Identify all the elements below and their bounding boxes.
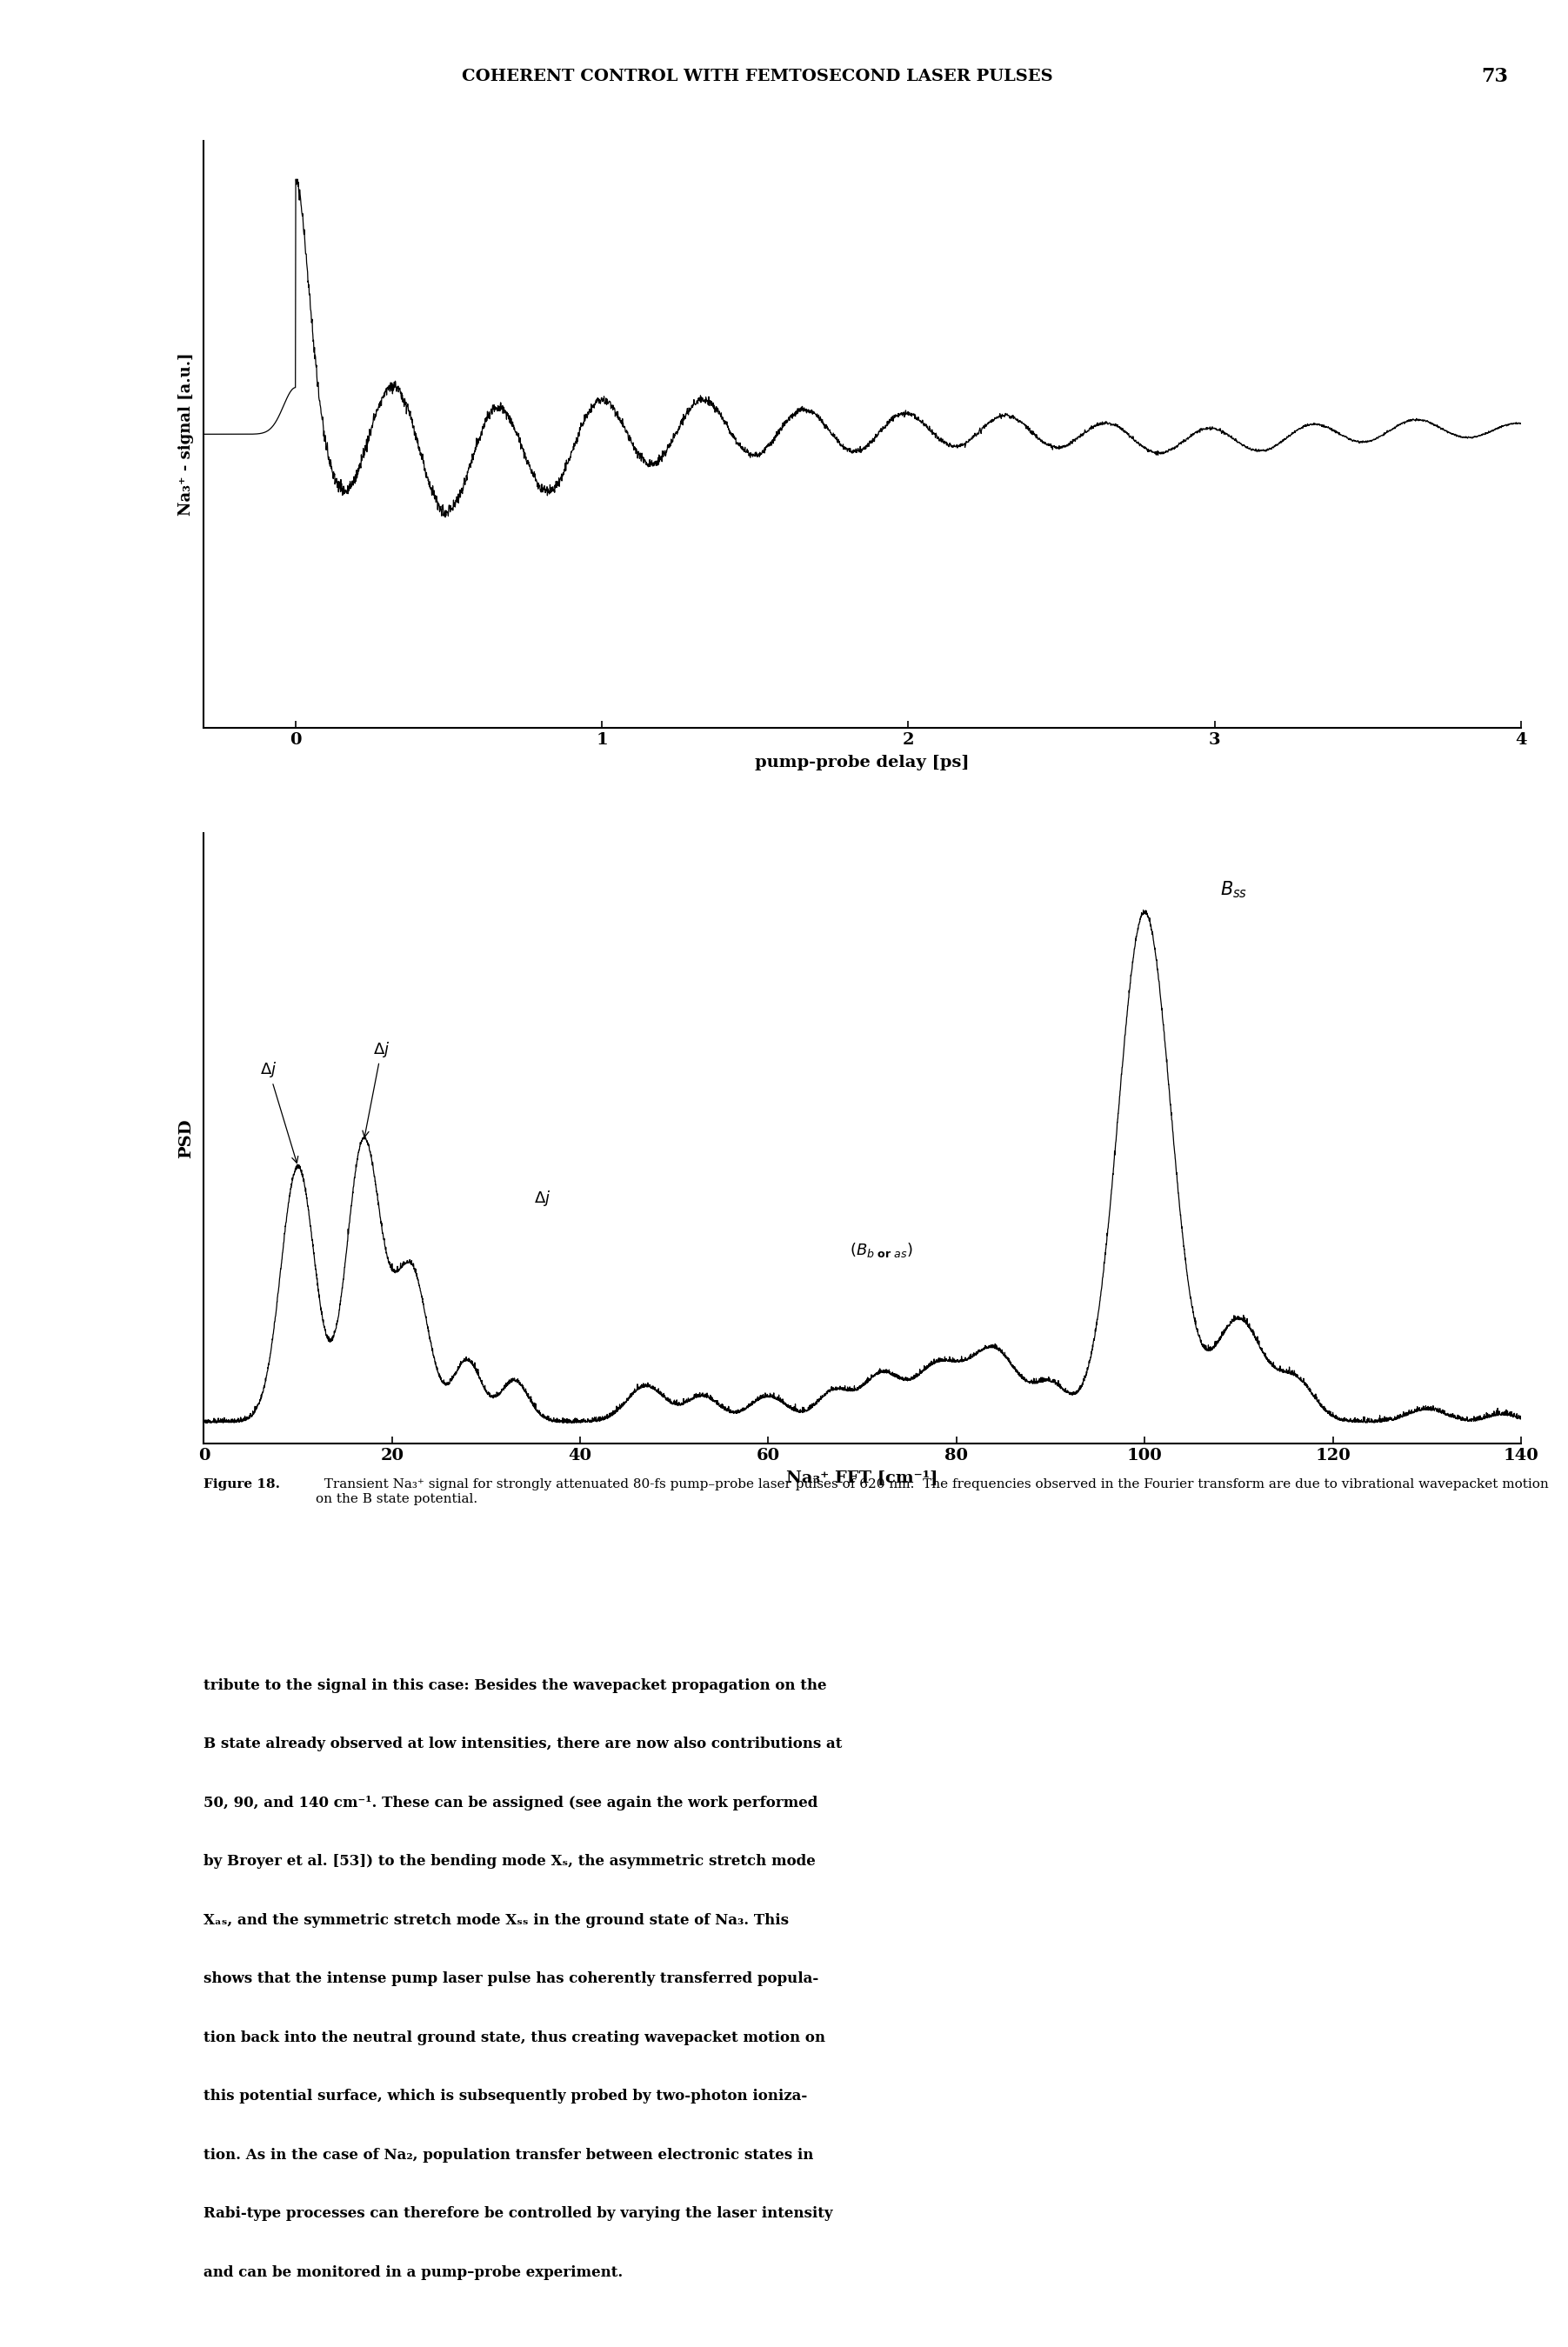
- Text: Rabi-type processes can therefore be controlled by varying the laser intensity: Rabi-type processes can therefore be con…: [204, 2206, 833, 2220]
- Text: by Broyer et al. [53]) to the bending mode Xₛ, the asymmetric stretch mode: by Broyer et al. [53]) to the bending mo…: [204, 1854, 815, 1868]
- Text: tion back into the neutral ground state, thus creating wavepacket motion on: tion back into the neutral ground state,…: [204, 2030, 826, 2044]
- Text: 73: 73: [1480, 66, 1508, 87]
- Text: $(B_{b\ \mathbf{or}\ as})$: $(B_{b\ \mathbf{or}\ as})$: [850, 1242, 913, 1258]
- Text: $\Delta j$: $\Delta j$: [362, 1040, 390, 1138]
- Text: Xₐₛ, and the symmetric stretch mode Xₛₛ in the ground state of Na₃. This: Xₐₛ, and the symmetric stretch mode Xₛₛ …: [204, 1913, 789, 1927]
- X-axis label: pump-probe delay [ps]: pump-probe delay [ps]: [756, 756, 969, 770]
- X-axis label: Na₃⁺ FFT [cm⁻¹]: Na₃⁺ FFT [cm⁻¹]: [787, 1472, 938, 1486]
- Text: B state already observed at low intensities, there are now also contributions at: B state already observed at low intensit…: [204, 1737, 842, 1751]
- Text: Figure 18.: Figure 18.: [204, 1479, 281, 1490]
- Text: and can be monitored in a pump–probe experiment.: and can be monitored in a pump–probe exp…: [204, 2265, 622, 2279]
- Text: 50, 90, and 140 cm⁻¹. These can be assigned (see again the work performed: 50, 90, and 140 cm⁻¹. These can be assig…: [204, 1795, 818, 1810]
- Y-axis label: Na₃⁺ - signal [a.u.]: Na₃⁺ - signal [a.u.]: [179, 352, 194, 516]
- Text: Transient Na₃⁺ signal for strongly attenuated 80-fs pump–probe laser pulses of 6: Transient Na₃⁺ signal for strongly atten…: [315, 1479, 1549, 1504]
- Text: tribute to the signal in this case: Besides the wavepacket propagation on the: tribute to the signal in this case: Besi…: [204, 1678, 826, 1692]
- Text: COHERENT CONTROL WITH FEMTOSECOND LASER PULSES: COHERENT CONTROL WITH FEMTOSECOND LASER …: [461, 68, 1052, 84]
- Text: $B_{ss}$: $B_{ss}$: [1220, 880, 1247, 899]
- Y-axis label: PSD: PSD: [179, 1120, 194, 1157]
- Text: shows that the intense pump laser pulse has coherently transferred popula-: shows that the intense pump laser pulse …: [204, 1971, 818, 1986]
- Text: tion. As in the case of Na₂, population transfer between electronic states in: tion. As in the case of Na₂, population …: [204, 2148, 814, 2162]
- Text: $\Delta j$: $\Delta j$: [260, 1061, 298, 1164]
- Text: $\Delta j$: $\Delta j$: [535, 1188, 550, 1206]
- Text: this potential surface, which is subsequently probed by two-photon ioniza-: this potential surface, which is subsequ…: [204, 2089, 808, 2103]
